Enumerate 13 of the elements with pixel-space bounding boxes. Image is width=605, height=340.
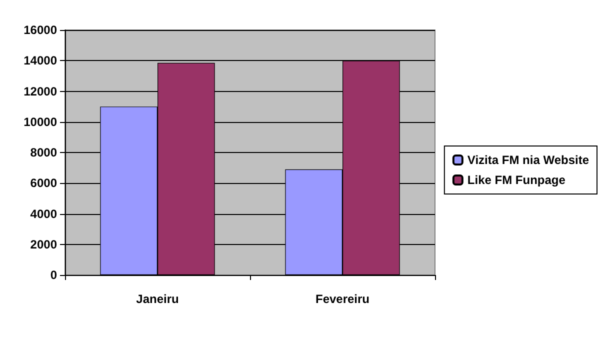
legend-label: Vizita FM nia Website	[467, 153, 590, 167]
y-tick-label: 8000	[30, 146, 58, 160]
y-tick-label: 10000	[24, 114, 58, 129]
legend-label: Like FM Funpage	[467, 173, 566, 187]
y-tick-label: 16000	[24, 23, 58, 37]
y-tick-label: 12000	[24, 84, 58, 98]
y-tick-label: 6000	[30, 176, 58, 190]
y-tick-label: 2000	[30, 237, 58, 252]
y-tick-label: 4000	[30, 206, 58, 221]
x-tick-label: Janeiru	[136, 292, 179, 306]
y-tick-label: 0	[50, 268, 58, 282]
y-tick-label: 14000	[24, 54, 58, 68]
x-tick-label: Fevereiru	[315, 292, 370, 306]
